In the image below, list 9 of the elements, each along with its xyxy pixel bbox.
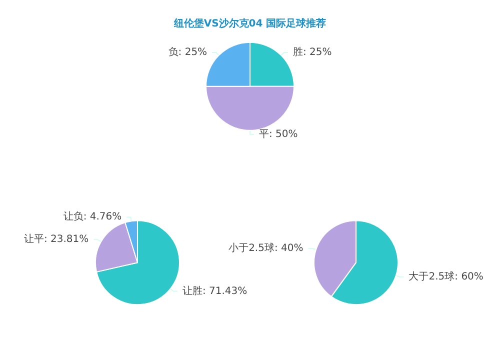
slice-label: 大于2.5球: 60%	[408, 270, 484, 282]
chart-title: 纽伦堡VS沙尔克04 国际足球推荐	[172, 18, 326, 30]
slice-label: 让胜: 71.43%	[182, 284, 248, 297]
slice-label: 小于2.5球: 40%	[228, 242, 304, 254]
slice-label: 负: 25%	[168, 46, 208, 58]
slice-label: 平: 50%	[259, 128, 298, 140]
slice-label: 胜: 25%	[292, 46, 332, 58]
slice-label: 让平: 23.81%	[24, 233, 89, 246]
slice-label: 让负: 4.76%	[63, 210, 122, 223]
